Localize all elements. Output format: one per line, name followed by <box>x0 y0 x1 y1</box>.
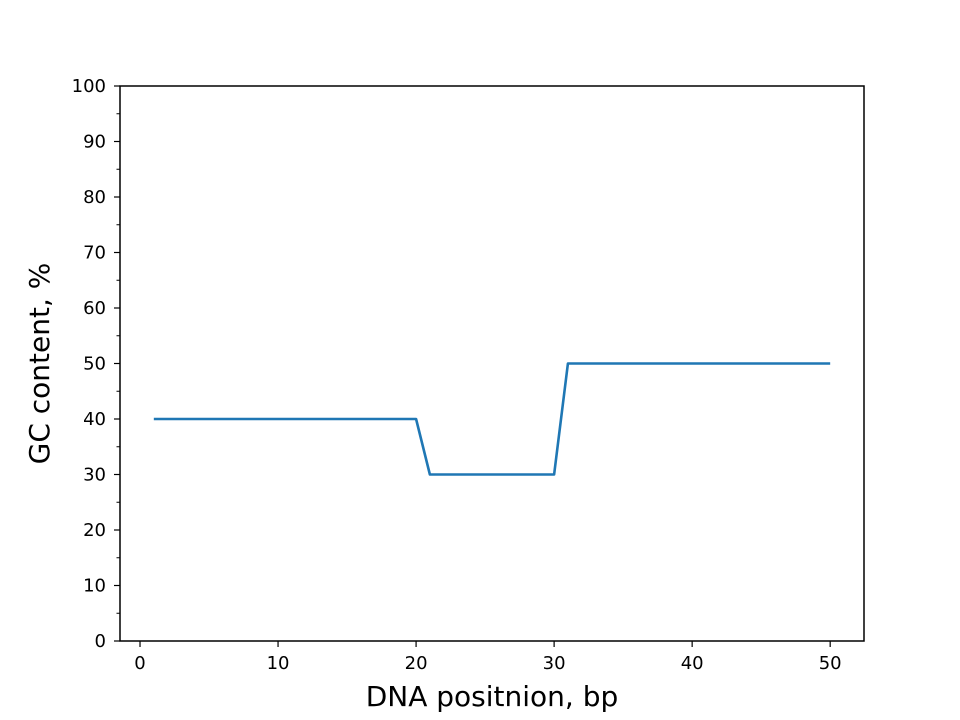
y-tick-label: 0 <box>95 631 106 652</box>
y-tick-label: 90 <box>83 132 106 153</box>
x-tick-label: 10 <box>267 653 290 674</box>
y-axis: 0 10 20 30 40 50 60 70 80 90 100 <box>72 76 120 652</box>
x-tick-label: 40 <box>681 653 704 674</box>
y-tick-label: 30 <box>83 465 106 486</box>
y-tick-label: 80 <box>83 187 106 208</box>
x-tick-label: 50 <box>819 653 842 674</box>
x-tick-label: 0 <box>134 653 145 674</box>
y-tick-label: 70 <box>83 243 106 264</box>
series-layer <box>153 362 831 476</box>
y-tick-label: 10 <box>83 576 106 597</box>
x-axis-label: DNA positnion, bp <box>366 680 619 713</box>
x-tick-label: 30 <box>543 653 566 674</box>
x-tick-label: 20 <box>405 653 428 674</box>
y-tick-label: 20 <box>83 520 106 541</box>
x-axis: 0 10 20 30 40 50 <box>134 641 842 674</box>
y-tick-label: 60 <box>83 298 106 319</box>
y-tick-label: 40 <box>83 409 106 430</box>
series-line-0 <box>153 362 831 476</box>
y-axis-label: GC content, % <box>23 263 56 465</box>
y-tick-label: 100 <box>72 76 106 97</box>
y-tick-label: 50 <box>83 354 106 375</box>
